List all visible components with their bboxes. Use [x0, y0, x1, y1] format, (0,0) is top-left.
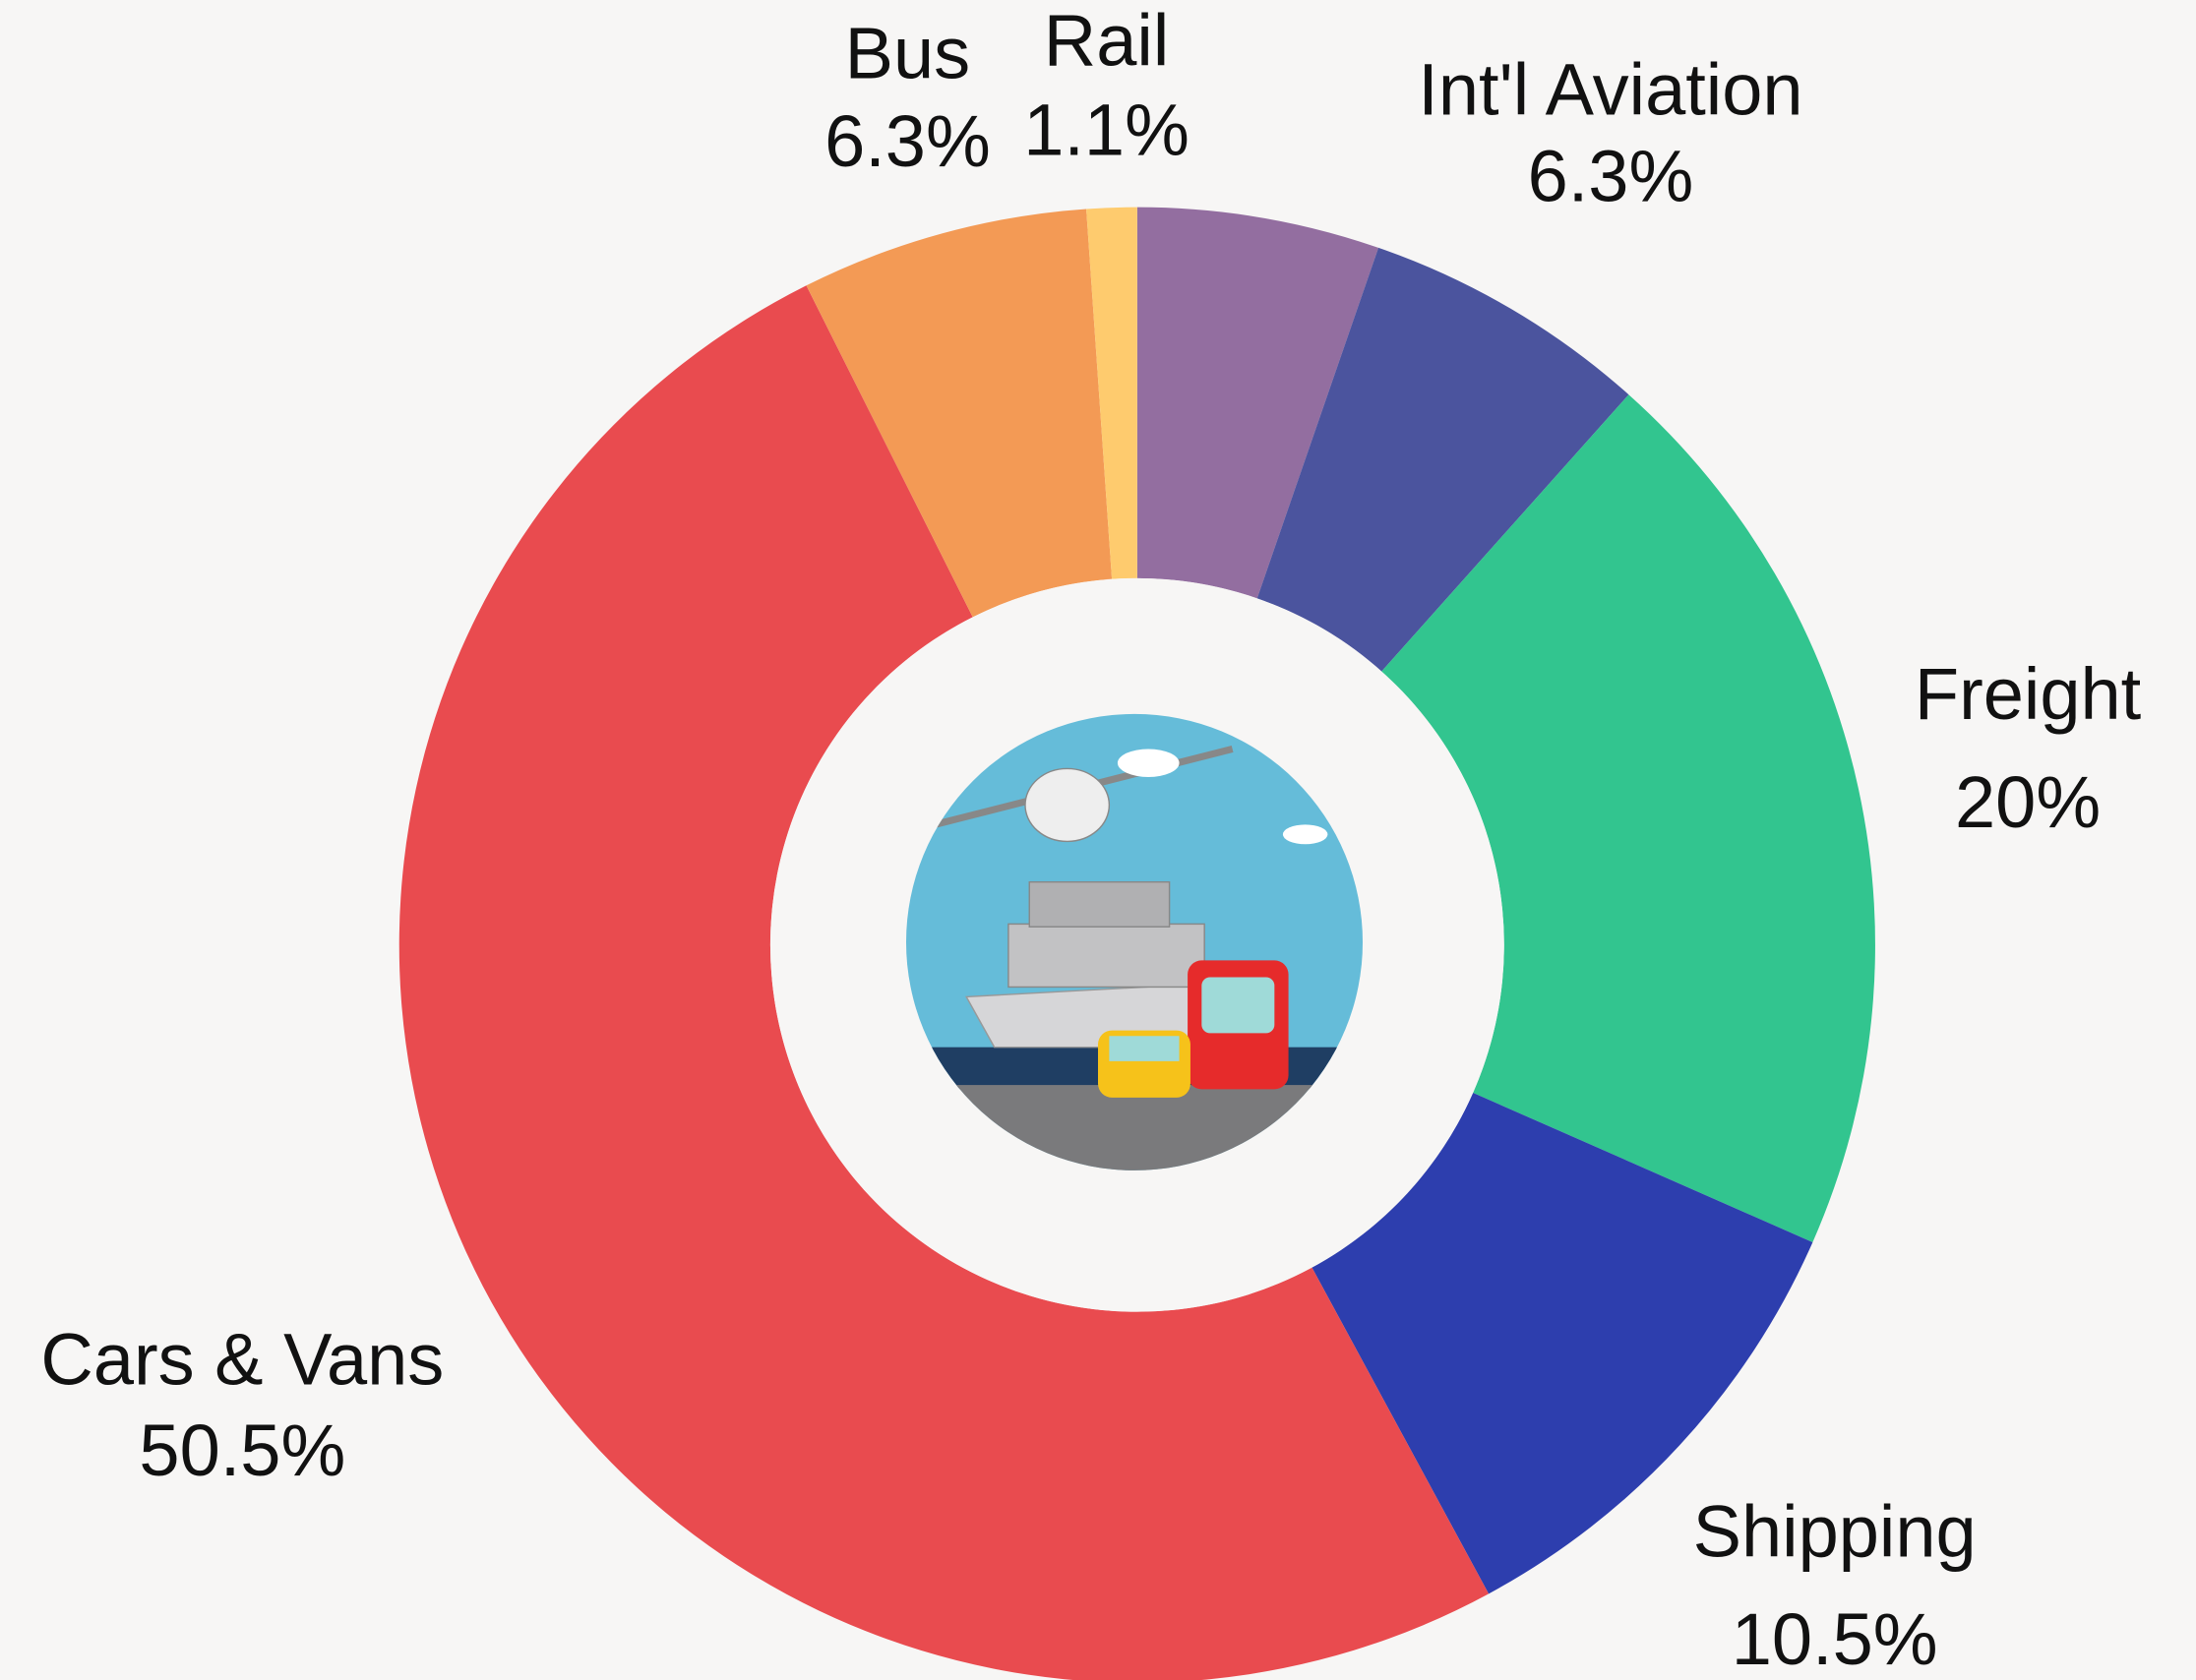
donut-slice [806, 209, 1113, 618]
donut-slice [1256, 247, 1629, 672]
value-label: 50.5% [139, 1410, 345, 1491]
slice-label: Int'l Aviation [1418, 48, 1802, 130]
slice-label: Cars & Vans [40, 1318, 444, 1400]
value-label: 20% [1955, 761, 2101, 843]
slice-label: Rail [1044, 0, 1169, 82]
slice-label: Shipping [1693, 1490, 1977, 1572]
donut-slice [1136, 207, 1379, 599]
value-label: 1.1% [1023, 90, 1190, 171]
slice-label: Bus [845, 12, 971, 93]
value-label: 6.3% [824, 100, 991, 182]
donut-slice [398, 285, 1490, 1680]
value-label: 6.3% [1528, 136, 1694, 217]
value-label: 10.5% [1732, 1598, 1938, 1680]
donut-slice [1381, 394, 1875, 1242]
donut-slice [1312, 1092, 1813, 1594]
donut-slice [1086, 207, 1137, 579]
slice-label: Freight [1915, 653, 2142, 735]
